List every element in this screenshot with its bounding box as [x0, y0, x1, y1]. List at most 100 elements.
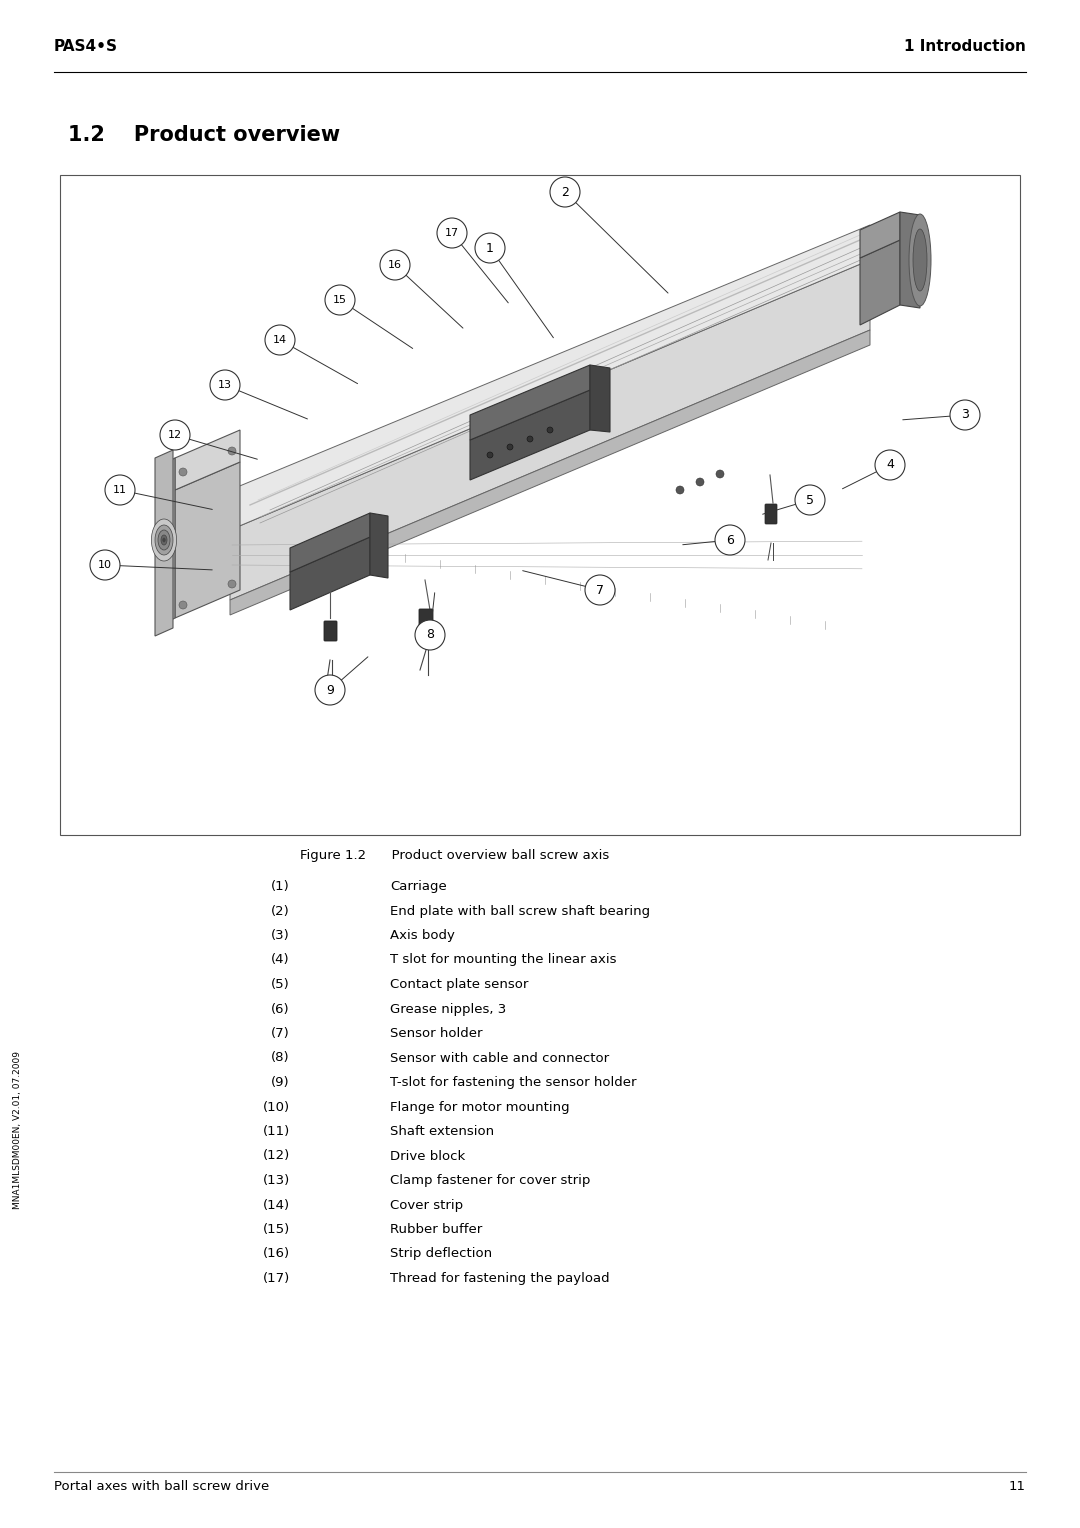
- Ellipse shape: [158, 530, 170, 550]
- Text: (8): (8): [271, 1051, 291, 1065]
- Polygon shape: [470, 365, 590, 440]
- Polygon shape: [175, 429, 240, 490]
- Circle shape: [585, 575, 615, 605]
- Text: (13): (13): [262, 1174, 291, 1187]
- Circle shape: [325, 286, 355, 315]
- Text: T slot for mounting the linear axis: T slot for mounting the linear axis: [390, 953, 617, 967]
- Circle shape: [546, 426, 553, 432]
- Text: (15): (15): [262, 1222, 291, 1236]
- Text: Thread for fastening the payload: Thread for fastening the payload: [390, 1271, 609, 1285]
- Circle shape: [265, 325, 295, 354]
- Text: MNA1MLSDM00EN, V2.01, 07.2009: MNA1MLSDM00EN, V2.01, 07.2009: [13, 1051, 23, 1209]
- Text: Sensor with cable and connector: Sensor with cable and connector: [390, 1051, 609, 1065]
- FancyBboxPatch shape: [765, 504, 777, 524]
- Text: 7: 7: [596, 584, 604, 596]
- Text: (7): (7): [271, 1027, 291, 1041]
- Text: Contact plate sensor: Contact plate sensor: [390, 978, 528, 992]
- Text: Strip deflection: Strip deflection: [390, 1247, 492, 1261]
- Text: Sensor holder: Sensor holder: [390, 1027, 483, 1041]
- Ellipse shape: [913, 229, 927, 290]
- Text: Rubber buffer: Rubber buffer: [390, 1222, 483, 1236]
- Text: (1): (1): [271, 880, 291, 892]
- Text: 15: 15: [333, 295, 347, 306]
- Text: End plate with ball screw shaft bearing: End plate with ball screw shaft bearing: [390, 905, 650, 917]
- Text: (2): (2): [271, 905, 291, 917]
- Polygon shape: [230, 330, 870, 614]
- Circle shape: [487, 452, 492, 458]
- Circle shape: [415, 620, 445, 649]
- Ellipse shape: [909, 214, 931, 306]
- Text: 17: 17: [445, 228, 459, 238]
- Circle shape: [160, 420, 190, 451]
- Polygon shape: [370, 513, 388, 578]
- Circle shape: [380, 251, 410, 280]
- Text: 6: 6: [726, 533, 734, 547]
- Text: 2: 2: [562, 185, 569, 199]
- Text: (5): (5): [271, 978, 291, 992]
- Text: Flange for motor mounting: Flange for motor mounting: [390, 1100, 569, 1114]
- Text: 1: 1: [486, 241, 494, 255]
- Circle shape: [875, 451, 905, 480]
- Text: 5: 5: [806, 494, 814, 506]
- Text: (14): (14): [262, 1198, 291, 1212]
- Text: Axis body: Axis body: [390, 929, 455, 941]
- Circle shape: [676, 486, 684, 494]
- Bar: [60, 176, 1020, 834]
- Polygon shape: [175, 461, 240, 617]
- Text: 9: 9: [326, 683, 334, 697]
- Text: (6): (6): [271, 1002, 291, 1016]
- Text: (4): (4): [271, 953, 291, 967]
- Circle shape: [795, 484, 825, 515]
- Text: 11: 11: [1009, 1481, 1026, 1493]
- Circle shape: [90, 550, 120, 581]
- Circle shape: [228, 448, 237, 455]
- Ellipse shape: [161, 535, 167, 545]
- Text: 16: 16: [388, 260, 402, 270]
- Text: 8: 8: [426, 628, 434, 642]
- Text: (17): (17): [262, 1271, 291, 1285]
- Polygon shape: [291, 513, 370, 571]
- FancyBboxPatch shape: [419, 610, 433, 631]
- Text: Grease nipples, 3: Grease nipples, 3: [390, 1002, 507, 1016]
- Polygon shape: [860, 212, 900, 258]
- Text: (11): (11): [262, 1125, 291, 1138]
- Circle shape: [179, 468, 187, 477]
- Circle shape: [437, 219, 467, 248]
- Text: (10): (10): [262, 1100, 291, 1114]
- Circle shape: [179, 601, 187, 610]
- Text: (3): (3): [271, 929, 291, 941]
- Ellipse shape: [163, 538, 165, 542]
- Text: 3: 3: [961, 408, 969, 422]
- Circle shape: [715, 526, 745, 555]
- Text: (12): (12): [262, 1149, 291, 1163]
- Text: 12: 12: [167, 429, 183, 440]
- Polygon shape: [900, 212, 920, 309]
- Text: PAS4•S: PAS4•S: [54, 40, 118, 53]
- Polygon shape: [860, 240, 900, 325]
- Text: (9): (9): [271, 1076, 291, 1089]
- Text: Cover strip: Cover strip: [390, 1198, 463, 1212]
- Circle shape: [950, 400, 980, 429]
- Ellipse shape: [156, 526, 173, 555]
- Text: 13: 13: [218, 380, 232, 390]
- Text: Carriage: Carriage: [390, 880, 447, 892]
- Text: 10: 10: [98, 559, 112, 570]
- Circle shape: [315, 675, 345, 704]
- Text: T-slot for fastening the sensor holder: T-slot for fastening the sensor holder: [390, 1076, 636, 1089]
- Text: Figure 1.2      Product overview ball screw axis: Figure 1.2 Product overview ball screw a…: [300, 850, 609, 862]
- Circle shape: [527, 435, 534, 442]
- Polygon shape: [230, 225, 870, 530]
- Circle shape: [507, 445, 513, 451]
- Ellipse shape: [151, 520, 177, 561]
- Text: Portal axes with ball screw drive: Portal axes with ball screw drive: [54, 1481, 269, 1493]
- Text: 14: 14: [273, 335, 287, 345]
- Polygon shape: [291, 536, 370, 610]
- Circle shape: [228, 581, 237, 588]
- Text: 4: 4: [886, 458, 894, 472]
- Text: 1.2    Product overview: 1.2 Product overview: [68, 125, 340, 145]
- Circle shape: [475, 232, 505, 263]
- Circle shape: [716, 471, 724, 478]
- Circle shape: [105, 475, 135, 504]
- Text: (16): (16): [262, 1247, 291, 1261]
- Circle shape: [210, 370, 240, 400]
